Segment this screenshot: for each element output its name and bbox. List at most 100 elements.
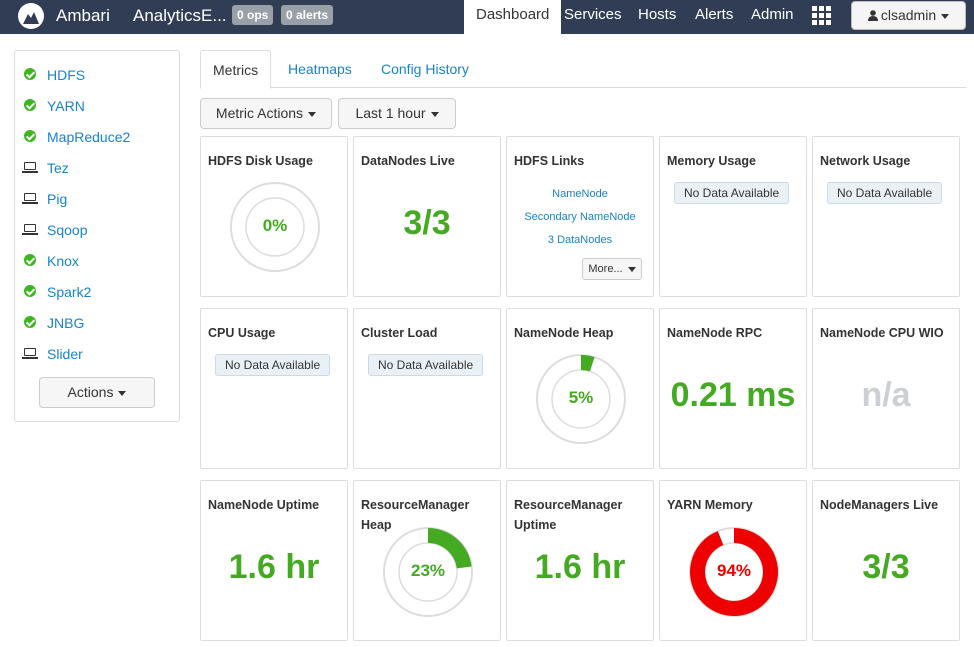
sidebar-item-slider[interactable]: Slider xyxy=(22,344,173,364)
nav-hosts[interactable]: Hosts xyxy=(638,6,677,23)
cluster-name[interactable]: AnalyticsE... xyxy=(133,6,227,25)
gauge-fill xyxy=(690,528,778,616)
service-name[interactable]: YARN xyxy=(47,98,85,114)
tab-config-history[interactable]: Config History xyxy=(381,61,469,77)
widget-namenode-heap[interactable]: NameNode Heap 5% xyxy=(506,308,654,469)
widget-title: NameNode RPC xyxy=(667,326,763,340)
status-ok-icon xyxy=(23,315,37,329)
widget-title: NameNode CPU WIO xyxy=(820,326,944,340)
sidebar-item-jnbg[interactable]: JNBG xyxy=(23,313,173,333)
service-name[interactable]: Slider xyxy=(47,346,83,362)
metric-actions-label: Metric Actions xyxy=(215,105,304,121)
nav-dashboard[interactable]: Dashboard xyxy=(464,0,562,34)
service-name[interactable]: Tez xyxy=(47,160,69,176)
sidebar-item-yarn[interactable]: YARN xyxy=(23,96,173,116)
tab-heatmaps[interactable]: Heatmaps xyxy=(288,61,352,77)
rm-heap-percent: 23% xyxy=(410,561,446,580)
sidebar-item-pig[interactable]: Pig xyxy=(22,189,173,209)
service-name[interactable]: HDFS xyxy=(47,67,86,83)
link-datanodes[interactable]: 3 DataNodes xyxy=(547,234,613,246)
actions-button[interactable]: Actions xyxy=(39,377,155,408)
gauge-fill xyxy=(581,355,595,372)
widget-cpu-usage[interactable]: CPU Usage No Data Available xyxy=(200,308,348,469)
service-name[interactable]: Knox xyxy=(47,253,79,269)
brand-name[interactable]: Ambari xyxy=(56,6,110,25)
status-ok-icon xyxy=(23,253,37,267)
service-name[interactable]: MapReduce2 xyxy=(47,129,131,145)
widget-title: Network Usage xyxy=(820,154,911,168)
gauge-inner-ring xyxy=(245,197,305,257)
time-range-label: Last 1 hour xyxy=(355,105,426,121)
widget-rm-heap[interactable]: ResourceManager Heap 23% xyxy=(353,480,501,641)
status-ok-icon xyxy=(23,98,37,112)
metric-actions-button[interactable]: Metric Actions xyxy=(200,98,332,129)
widget-rm-uptime[interactable]: ResourceManager Uptime 1.6 hr xyxy=(506,480,654,641)
user-menu-button[interactable]: clsadmin xyxy=(851,1,966,30)
service-name[interactable]: Spark2 xyxy=(47,284,92,300)
service-name[interactable]: JNBG xyxy=(47,315,85,331)
widget-title: ResourceManager Heap xyxy=(361,498,470,532)
widget-title: Cluster Load xyxy=(361,326,438,340)
widget-nodemanagers-live[interactable]: NodeManagers Live 3/3 xyxy=(812,480,960,641)
more-links-button[interactable]: More... xyxy=(582,258,642,280)
gauge-fill xyxy=(428,528,472,569)
widget-network-usage[interactable]: Network Usage No Data Available xyxy=(812,136,960,297)
widget-namenode-rpc[interactable]: NameNode RPC 0.21 ms xyxy=(659,308,807,469)
nav-admin[interactable]: Admin xyxy=(751,6,794,23)
sidebar-item-knox[interactable]: Knox xyxy=(23,251,173,271)
sidebar-item-spark2[interactable]: Spark2 xyxy=(23,282,173,302)
no-data-badge: No Data Available xyxy=(368,354,484,376)
widget-hdfs-disk-usage[interactable]: HDFS Disk Usage 0% xyxy=(200,136,348,297)
alerts-badge[interactable]: 0 alerts xyxy=(281,5,334,25)
sidebar-item-sqoop[interactable]: Sqoop xyxy=(22,220,173,240)
link-namenode[interactable]: NameNode xyxy=(552,188,608,200)
widget-memory-usage[interactable]: Memory Usage No Data Available xyxy=(659,136,807,297)
chevron-down-icon xyxy=(118,390,127,396)
ambari-logo-icon[interactable] xyxy=(15,2,47,30)
user-icon xyxy=(867,10,878,21)
nav-alerts[interactable]: Alerts xyxy=(695,6,734,23)
namenode-uptime-value: 1.6 hr xyxy=(228,548,320,586)
widget-namenode-cpu-wio[interactable]: NameNode CPU WIO n/a xyxy=(812,308,960,469)
datanodes-live-value: 3/3 xyxy=(403,204,451,242)
yarn-memory-percent: 94% xyxy=(716,561,752,580)
namenode-cpu-wio-value: n/a xyxy=(861,376,911,414)
widget-title: DataNodes Live xyxy=(361,154,455,168)
widget-hdfs-links: HDFS Links NameNode Secondary NameNode 3… xyxy=(506,136,654,297)
status-ok-icon xyxy=(23,284,37,298)
no-data-badge: No Data Available xyxy=(215,354,331,376)
metrics-tabs: Metrics Heatmaps Config History xyxy=(200,50,966,89)
chevron-down-icon xyxy=(308,111,317,117)
time-range-button[interactable]: Last 1 hour xyxy=(338,98,456,129)
widget-datanodes-live[interactable]: DataNodes Live 3/3 xyxy=(353,136,501,297)
no-data-badge: No Data Available xyxy=(827,182,943,204)
namenode-rpc-value: 0.21 ms xyxy=(670,376,796,414)
widget-title: CPU Usage xyxy=(208,326,276,340)
service-name[interactable]: Pig xyxy=(47,191,68,207)
widget-yarn-memory[interactable]: YARN Memory 94% xyxy=(659,480,807,641)
widget-namenode-uptime[interactable]: NameNode Uptime 1.6 hr xyxy=(200,480,348,641)
views-grid-icon[interactable] xyxy=(812,6,831,25)
service-name[interactable]: Sqoop xyxy=(47,222,88,238)
hdfs-disk-percent: 0% xyxy=(262,216,288,235)
widget-title: HDFS Disk Usage xyxy=(208,154,313,168)
hdfs-disk-donut: 0% xyxy=(230,182,320,272)
tab-metrics[interactable]: Metrics xyxy=(200,50,272,89)
chevron-down-icon xyxy=(941,13,950,19)
rm-heap-donut: 23% xyxy=(383,527,473,617)
nav-services[interactable]: Services xyxy=(564,6,622,23)
chevron-down-icon xyxy=(430,111,439,117)
widget-title: NodeManagers Live xyxy=(820,498,939,512)
sidebar-item-hdfs[interactable]: HDFS xyxy=(23,65,173,85)
ops-badge[interactable]: 0 ops xyxy=(232,5,274,25)
rm-uptime-value: 1.6 hr xyxy=(534,548,626,586)
laptop-icon xyxy=(22,160,38,174)
no-data-badge: No Data Available xyxy=(674,182,790,204)
link-secondary-namenode[interactable]: Secondary NameNode xyxy=(524,211,636,223)
widget-cluster-load[interactable]: Cluster Load No Data Available xyxy=(353,308,501,469)
actions-label: Actions xyxy=(67,384,114,400)
sidebar-item-mapreduce2[interactable]: MapReduce2 xyxy=(23,127,173,147)
sidebar-item-tez[interactable]: Tez xyxy=(22,158,173,178)
user-name: clsadmin xyxy=(880,7,937,23)
laptop-icon xyxy=(22,346,38,360)
